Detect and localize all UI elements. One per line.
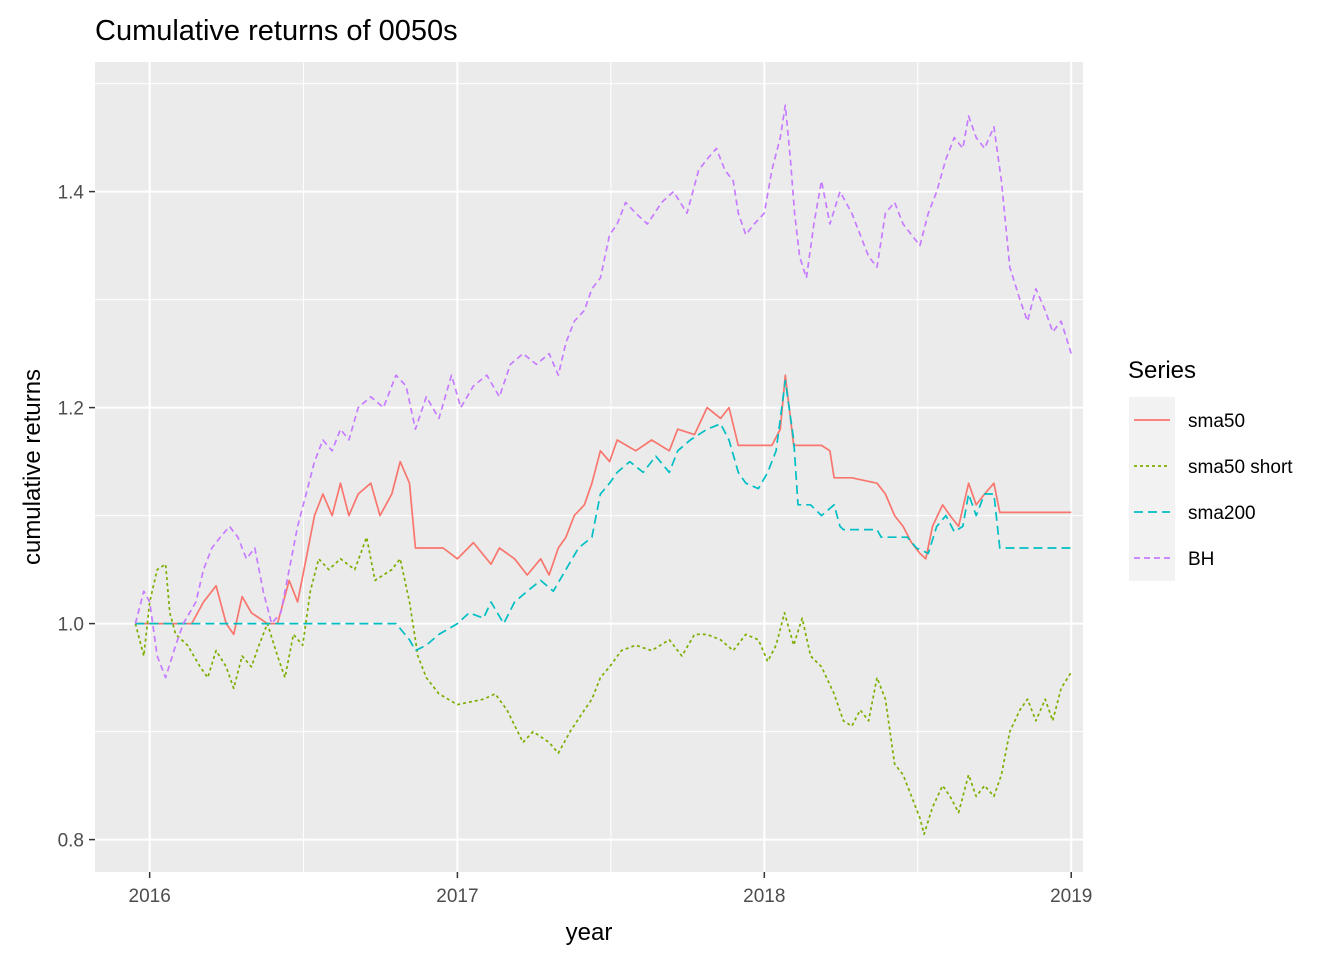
series-lines xyxy=(134,104,1073,836)
major-gridlines xyxy=(95,62,1083,872)
legend-label: BH xyxy=(1188,549,1214,570)
minor-gridlines xyxy=(95,62,1083,872)
series-line-sma50-short xyxy=(134,536,1072,836)
x-axis: 2016 2017 2018 2019 xyxy=(129,872,1092,907)
legend-label: sma50 xyxy=(1188,411,1245,432)
series-line-sma200 xyxy=(135,379,1072,652)
plot-panel xyxy=(95,62,1083,872)
y-tick-label: 1.2 xyxy=(58,399,84,420)
series-line-sma50 xyxy=(135,374,1072,636)
x-tick-label: 2019 xyxy=(1050,886,1092,907)
legend-items: sma50 sma50 short sma200 BH xyxy=(1129,397,1293,581)
legend-label: sma50 short xyxy=(1188,457,1293,478)
series-line-BH xyxy=(134,104,1073,679)
y-axis-title: cumulative returns xyxy=(19,369,46,565)
y-axis: 0.8 1.0 1.2 1.4 xyxy=(58,183,95,852)
legend-title: Series xyxy=(1128,357,1196,384)
y-tick-label: 1.0 xyxy=(58,615,84,636)
y-tick-label: 1.4 xyxy=(58,183,85,204)
legend: Series sma50 sma50 short sma200 BH xyxy=(1128,357,1293,581)
y-tick-label: 0.8 xyxy=(58,831,84,852)
chart-title: Cumulative returns of 0050s xyxy=(95,15,458,47)
x-tick-label: 2017 xyxy=(436,886,478,907)
x-tick-label: 2018 xyxy=(743,886,785,907)
legend-label: sma200 xyxy=(1188,503,1256,524)
x-axis-title: year xyxy=(566,919,613,946)
x-tick-label: 2016 xyxy=(129,886,171,907)
